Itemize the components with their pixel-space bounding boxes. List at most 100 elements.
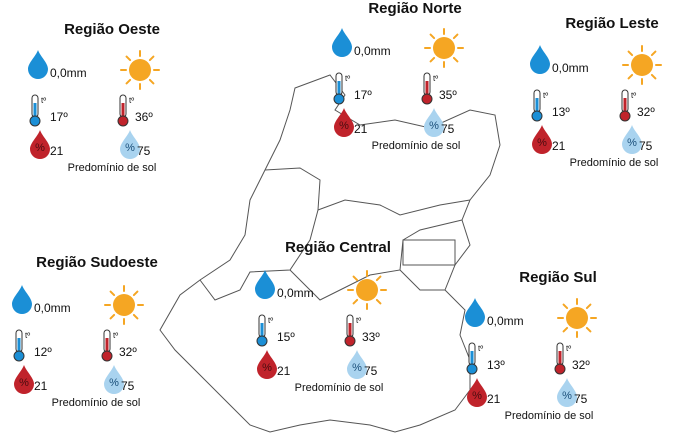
sun-ray	[429, 56, 436, 63]
thermometer-level	[348, 323, 352, 338]
thermometer-bulb	[421, 93, 433, 105]
thermometer-symbol: tº	[345, 74, 350, 83]
drop-icon	[120, 130, 140, 159]
temp-min: 17º	[354, 88, 372, 102]
sun-ray	[562, 303, 569, 310]
thermometer-symbol: tº	[25, 331, 30, 340]
humidity-max: 75	[441, 122, 455, 136]
drop-icon	[334, 108, 354, 137]
thermometer-symbol: tº	[356, 316, 361, 325]
humidity-min: 21	[354, 122, 368, 136]
temp-max: 32º	[637, 105, 655, 119]
thermometer-bulb	[101, 350, 113, 362]
humidity-symbol: %	[19, 377, 29, 389]
humidity-symbol: %	[125, 142, 135, 154]
drop-icon	[257, 350, 277, 379]
sun-ray	[452, 33, 459, 40]
weather-condition: Predomínio de sol	[295, 382, 384, 394]
drop-icon	[465, 298, 485, 327]
thermometer-bulb	[554, 363, 566, 375]
sun-icon	[433, 37, 455, 59]
thermometer-level	[121, 103, 125, 118]
drop-icon	[424, 108, 444, 137]
sun-ray	[650, 50, 657, 57]
sun-icon	[113, 294, 135, 316]
temp-min: 15º	[277, 330, 295, 344]
thermometer-symbol: tº	[113, 331, 118, 340]
rain-amount: 0,0mm	[354, 44, 391, 58]
sun-ray	[585, 303, 592, 310]
thermometer-symbol: tº	[268, 316, 273, 325]
sun-ray	[452, 56, 459, 63]
rain-amount: 0,0mm	[50, 66, 87, 80]
state-map	[159, 74, 501, 433]
temp-min: 17º	[50, 110, 68, 124]
thermometer-bulb	[13, 350, 25, 362]
rain-amount: 0,0mm	[277, 286, 314, 300]
thermometer-symbol: tº	[41, 96, 46, 105]
thermometer-symbol: tº	[543, 91, 548, 100]
sun-ray	[650, 73, 657, 80]
thermometer-bulb	[29, 115, 41, 127]
drop-icon	[104, 365, 124, 394]
rain-amount: 0,0mm	[552, 61, 589, 75]
thermometer-symbol: tº	[566, 344, 571, 353]
humidity-max: 75	[137, 144, 151, 158]
region-title: Região Oeste	[64, 21, 160, 38]
sun-ray	[352, 298, 359, 305]
thermometer-level	[17, 338, 21, 353]
humidity-symbol: %	[537, 137, 547, 149]
federal-district	[402, 239, 456, 266]
thermometer-symbol: tº	[631, 91, 636, 100]
humidity-max: 75	[121, 379, 135, 393]
drop-icon	[255, 270, 275, 299]
humidity-max: 75	[364, 364, 378, 378]
weather-condition: Predomínio de sol	[68, 162, 157, 174]
sun-ray	[109, 290, 116, 297]
humidity-symbol: %	[339, 120, 349, 132]
thermometer-symbol: tº	[433, 74, 438, 83]
drop-icon	[532, 125, 552, 154]
sun-icon	[129, 59, 151, 81]
temp-max: 36º	[135, 110, 153, 124]
humidity-min: 21	[34, 379, 48, 393]
drop-icon	[12, 285, 32, 314]
temp-max: 33º	[362, 330, 380, 344]
sun-ray	[429, 33, 436, 40]
drop-icon	[332, 28, 352, 57]
thermometer-level	[623, 98, 627, 113]
temp-min: 13º	[552, 105, 570, 119]
thermometer-level	[105, 338, 109, 353]
thermometer-bulb	[466, 363, 478, 375]
thermometer-level	[558, 351, 562, 366]
drop-icon	[530, 45, 550, 74]
humidity-max: 75	[639, 139, 653, 153]
humidity-symbol: %	[262, 362, 272, 374]
sun-ray	[132, 290, 139, 297]
sun-ray	[148, 55, 155, 62]
sun-ray	[148, 78, 155, 85]
region-title: Região Central	[285, 239, 391, 256]
thermometer-level	[535, 98, 539, 113]
drop-icon	[467, 378, 487, 407]
drop-icon	[28, 50, 48, 79]
region-border	[399, 269, 445, 291]
thermometer-symbol: tº	[129, 96, 134, 105]
thermometer-level	[470, 351, 474, 366]
humidity-min: 21	[487, 392, 501, 406]
thermometer-bulb	[344, 335, 356, 347]
temp-min: 12º	[34, 345, 52, 359]
drop-icon	[347, 350, 367, 379]
sun-icon	[356, 279, 378, 301]
humidity-symbol: %	[352, 362, 362, 374]
rain-amount: 0,0mm	[34, 301, 71, 315]
sun-ray	[125, 78, 132, 85]
weather-condition: Predomínio de sol	[570, 157, 659, 169]
humidity-symbol: %	[627, 137, 637, 149]
humidity-min: 21	[277, 364, 291, 378]
drop-icon	[557, 378, 577, 407]
region-title: Região Sudoeste	[36, 254, 158, 271]
temp-min: 13º	[487, 358, 505, 372]
thermometer-bulb	[333, 93, 345, 105]
